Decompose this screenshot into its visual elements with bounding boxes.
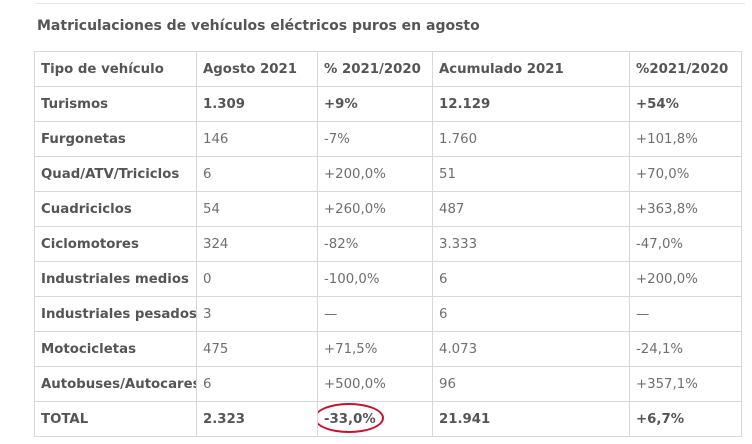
cell-agosto: 54 [196, 191, 318, 227]
cell-pct-acumulado: +200,0% [629, 261, 742, 297]
table-row: Quad/ATV/Triciclos 6 +200,0% 51 +70,0% [34, 156, 742, 192]
header-pct-acumulado: %2021/2020 [629, 51, 742, 87]
cell-pct: +200,0% [317, 156, 433, 192]
cell-tipo: Turismos [34, 86, 197, 122]
cell-tipo: Industriales pesados [34, 296, 197, 332]
cell-pct: — [317, 296, 433, 332]
cell-agosto: 324 [196, 226, 318, 262]
cell-acumulado: 6 [432, 296, 630, 332]
total-pct-value: -33,0% [324, 411, 376, 427]
cell-pct-acumulado: +54% [629, 86, 742, 122]
header-acumulado: Acumulado 2021 [432, 51, 630, 87]
cell-pct-acumulado: -24,1% [629, 331, 742, 367]
cell-tipo: Cuadriciclos [34, 191, 197, 227]
table-row: Ciclomotores 324 -82% 3.333 -47,0% [34, 226, 742, 262]
cell-tipo: Ciclomotores [34, 226, 197, 262]
cell-pct-acumulado: +363,8% [629, 191, 742, 227]
cell-agosto: 475 [196, 331, 318, 367]
cell-acumulado: 4.073 [432, 331, 630, 367]
cell-pct-acumulado: +357,1% [629, 366, 742, 402]
table-row: Industriales pesados 3 — 6 — [34, 296, 742, 332]
table-row: Motocicletas 475 +71,5% 4.073 -24,1% [34, 331, 742, 367]
cell-acumulado: 1.760 [432, 121, 630, 157]
cell-pct-acumulado: -47,0% [629, 226, 742, 262]
cell-agosto: 0 [196, 261, 318, 297]
cell-agosto: 3 [196, 296, 318, 332]
cell-agosto: 146 [196, 121, 318, 157]
cell-pct-acumulado: +6,7% [629, 401, 742, 437]
header-tipo: Tipo de vehículo [34, 51, 197, 87]
cell-acumulado: 3.333 [432, 226, 630, 262]
table-row: Turismos 1.309 +9% 12.129 +54% [34, 86, 742, 122]
cell-tipo: Autobuses/Autocares [34, 366, 197, 402]
table-row: Industriales medios 0 -100,0% 6 +200,0% [34, 261, 742, 297]
top-divider [36, 3, 745, 4]
cell-tipo: Industriales medios [34, 261, 197, 297]
table-row: Autobuses/Autocares 6 +500,0% 96 +357,1% [34, 366, 742, 402]
cell-pct: +9% [317, 86, 433, 122]
cell-acumulado: 51 [432, 156, 630, 192]
cell-pct: +71,5% [317, 331, 433, 367]
cell-pct: -82% [317, 226, 433, 262]
table-header-row: Tipo de vehículo Agosto 2021 % 2021/2020… [34, 51, 742, 87]
table-row: Furgonetas 146 -7% 1.760 +101,8% [34, 121, 742, 157]
table-caption: Matriculaciones de vehículos eléctricos … [37, 18, 480, 34]
cell-agosto: 2.323 [196, 401, 318, 437]
cell-tipo: Furgonetas [34, 121, 197, 157]
cell-pct: -7% [317, 121, 433, 157]
cell-acumulado: 6 [432, 261, 630, 297]
cell-pct: +260,0% [317, 191, 433, 227]
cell-acumulado: 12.129 [432, 86, 630, 122]
cell-pct: -100,0% [317, 261, 433, 297]
cell-acumulado: 21.941 [432, 401, 630, 437]
cell-tipo: Motocicletas [34, 331, 197, 367]
cell-agosto: 6 [196, 366, 318, 402]
cell-pct-acumulado: — [629, 296, 742, 332]
cell-pct-highlighted: -33,0% [317, 401, 433, 437]
cell-acumulado: 487 [432, 191, 630, 227]
cell-acumulado: 96 [432, 366, 630, 402]
header-agosto: Agosto 2021 [196, 51, 318, 87]
cell-pct: +500,0% [317, 366, 433, 402]
header-pct: % 2021/2020 [317, 51, 433, 87]
cell-pct-acumulado: +101,8% [629, 121, 742, 157]
table-row: Cuadriciclos 54 +260,0% 487 +363,8% [34, 191, 742, 227]
cell-tipo: Quad/ATV/Triciclos [34, 156, 197, 192]
cell-tipo: TOTAL [34, 401, 197, 437]
ev-registrations-table: Tipo de vehículo Agosto 2021 % 2021/2020… [34, 51, 742, 437]
cell-agosto: 1.309 [196, 86, 318, 122]
total-row: TOTAL 2.323 -33,0% 21.941 +6,7% [34, 401, 742, 437]
highlighted-value: -33,0% [318, 402, 384, 433]
cell-agosto: 6 [196, 156, 318, 192]
cell-pct-acumulado: +70,0% [629, 156, 742, 192]
